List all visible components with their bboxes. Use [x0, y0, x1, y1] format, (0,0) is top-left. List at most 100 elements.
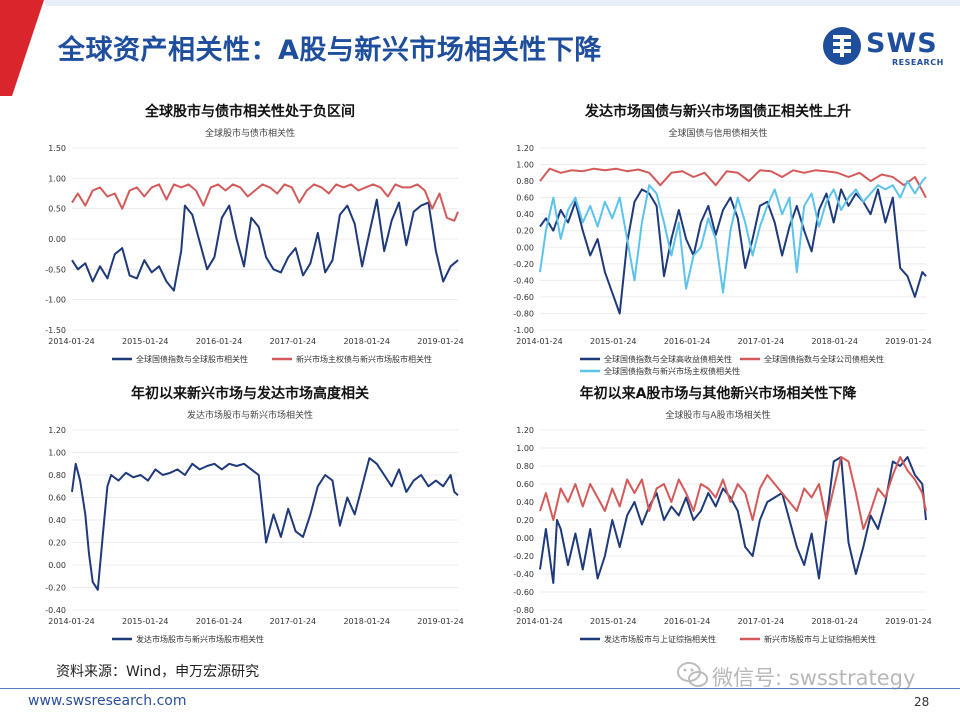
y-tick-label: 0.60: [516, 194, 534, 203]
x-tick-label: 2016-01-24: [664, 337, 711, 346]
x-tick-label: 2014-01-24: [48, 617, 95, 626]
footer-divider: [0, 688, 960, 689]
header-top-stripe: [44, 0, 960, 6]
y-tick-label: -0.20: [513, 552, 534, 561]
legend-label: 发达市场股市与新兴市场股市相关性: [136, 634, 264, 644]
y-tick-label: 0.40: [516, 498, 534, 507]
series-line-1: [71, 457, 459, 591]
x-tick-label: 2015-01-24: [590, 337, 637, 346]
series-line-2: [539, 456, 927, 530]
y-tick-label: 0.60: [48, 494, 66, 503]
header-red-band: [0, 0, 44, 96]
y-tick-label: 0.60: [516, 480, 534, 489]
footer-url-link[interactable]: www.swsresearch.com: [28, 693, 187, 709]
legend-label: 发达市场股市与上证综指相关性: [604, 634, 716, 644]
x-tick-label: 2016-01-24: [196, 337, 243, 346]
y-tick-label: -1.00: [45, 296, 66, 305]
chart-panel-2: 发达市场国债与新兴市场国债正相关性上升全球国债与信用债相关性 -1.00 -0.80…: [498, 96, 938, 376]
x-tick-label: 2015-01-24: [122, 617, 169, 626]
chart-panel-4: 年初以来A股市场与其他新兴市场相关性下降全球股市与A股市场相关性 -0.80 -0.…: [498, 378, 938, 656]
chart-title: 全球股市与债市相关性: [205, 127, 295, 139]
y-tick-label: 1.20: [516, 144, 534, 153]
x-tick-label: 2019-01-24: [417, 337, 464, 346]
chart-heading: 发达市场国债与新兴市场国债正相关性上升: [584, 103, 851, 120]
y-tick-label: 0.40: [48, 516, 66, 525]
y-tick-label: 1.50: [48, 144, 66, 153]
page-title: 全球资产相关性：A股与新兴市场相关性下降: [58, 35, 602, 66]
y-tick-label: -0.80: [513, 606, 534, 615]
x-tick-label: 2018-01-24: [343, 617, 390, 626]
x-tick-label: 2014-01-24: [516, 617, 563, 626]
y-tick-label: 0.00: [48, 561, 66, 570]
y-tick-label: -0.80: [513, 309, 534, 318]
x-tick-label: 2014-01-24: [48, 337, 95, 346]
chart-panel-1: 全球股市与债市相关性处于负区间全球股市与债市相关性 -1.50 -1.00 -0.50…: [30, 96, 470, 376]
chart-title: 全球股市与A股市场相关性: [665, 409, 770, 421]
x-tick-label: 2017-01-24: [738, 617, 785, 626]
sws-logo-icon: [823, 27, 861, 65]
watermark-text: 微信号: swsstrategy: [712, 666, 916, 690]
y-tick-label: -0.50: [45, 265, 66, 274]
y-tick-label: 0.80: [48, 471, 66, 480]
legend-label: 全球国债指数与全球高收益债相关性: [604, 354, 732, 364]
y-tick-label: -0.40: [45, 606, 66, 615]
y-tick-label: -0.20: [513, 260, 534, 269]
page-number: 28: [914, 695, 930, 709]
y-tick-label: -0.60: [513, 588, 534, 597]
legend-label: 全球国债指数与新兴市场主权债相关性: [604, 366, 740, 376]
y-tick-label: 1.00: [48, 174, 66, 183]
series-line-1: [539, 188, 927, 315]
y-tick-label: 1.20: [516, 426, 534, 435]
y-tick-label: 1.00: [48, 449, 66, 458]
logo-sub-text: RESEARCH: [892, 58, 944, 67]
y-tick-label: -0.40: [513, 276, 534, 285]
y-tick-label: -0.40: [513, 570, 534, 579]
y-tick-label: 0.20: [48, 539, 66, 548]
chart-panel-3: 年初以来新兴市场与发达市场高度相关发达市场股市与新兴市场相关性 -0.40 -0.2…: [30, 378, 470, 656]
x-tick-label: 2019-01-24: [885, 337, 932, 346]
y-tick-label: -1.50: [45, 326, 66, 335]
chart-title: 发达市场股市与新兴市场相关性: [187, 409, 313, 421]
chart-heading: 年初以来A股市场与其他新兴市场相关性下降: [580, 385, 858, 402]
x-tick-label: 2017-01-24: [270, 617, 317, 626]
chart-title: 全球国债与信用债相关性: [668, 127, 767, 139]
series-line-3: [539, 176, 927, 294]
x-tick-label: 2018-01-24: [343, 337, 390, 346]
series-line-2: [539, 167, 927, 199]
wechat-icon: [677, 662, 708, 687]
x-tick-label: 2019-01-24: [417, 617, 464, 626]
header-decoration: [0, 0, 960, 96]
x-tick-label: 2017-01-24: [738, 337, 785, 346]
y-tick-label: -1.00: [513, 326, 534, 335]
series-line-2: [71, 183, 459, 222]
source-note: 资料来源：Wind，申万宏源研究: [56, 664, 260, 680]
x-tick-label: 2016-01-24: [196, 617, 243, 626]
y-tick-label: 0.20: [516, 516, 534, 525]
y-tick-label: 0.20: [516, 227, 534, 236]
y-tick-label: 1.20: [48, 426, 66, 435]
y-tick-label: 0.80: [516, 177, 534, 186]
legend-label: 新兴市场主权债与新兴市场股市相关性: [296, 354, 432, 364]
y-tick-label: -0.60: [513, 293, 534, 302]
x-tick-label: 2014-01-24: [516, 337, 563, 346]
y-tick-label: 0.00: [48, 235, 66, 244]
series-line-1: [539, 456, 927, 584]
x-tick-label: 2015-01-24: [122, 337, 169, 346]
y-tick-label: 1.00: [516, 444, 534, 453]
logo-main-text: SWS: [866, 28, 938, 59]
chart-heading: 全球股市与债市相关性处于负区间: [144, 103, 355, 120]
y-tick-label: 0.80: [516, 462, 534, 471]
y-tick-label: -0.20: [45, 584, 66, 593]
slide-header: 全球资产相关性：A股与新兴市场相关性下降 SWS RESEARCH: [0, 0, 960, 96]
x-tick-label: 2019-01-24: [885, 617, 932, 626]
series-line-1: [71, 198, 459, 292]
legend-label: 全球国债指数与全球公司债相关性: [764, 354, 884, 364]
x-tick-label: 2015-01-24: [590, 617, 637, 626]
wechat-watermark: 微信号: swsstrategy: [676, 660, 936, 690]
x-tick-label: 2018-01-24: [811, 337, 858, 346]
chart-heading: 年初以来新兴市场与发达市场高度相关: [131, 385, 369, 402]
